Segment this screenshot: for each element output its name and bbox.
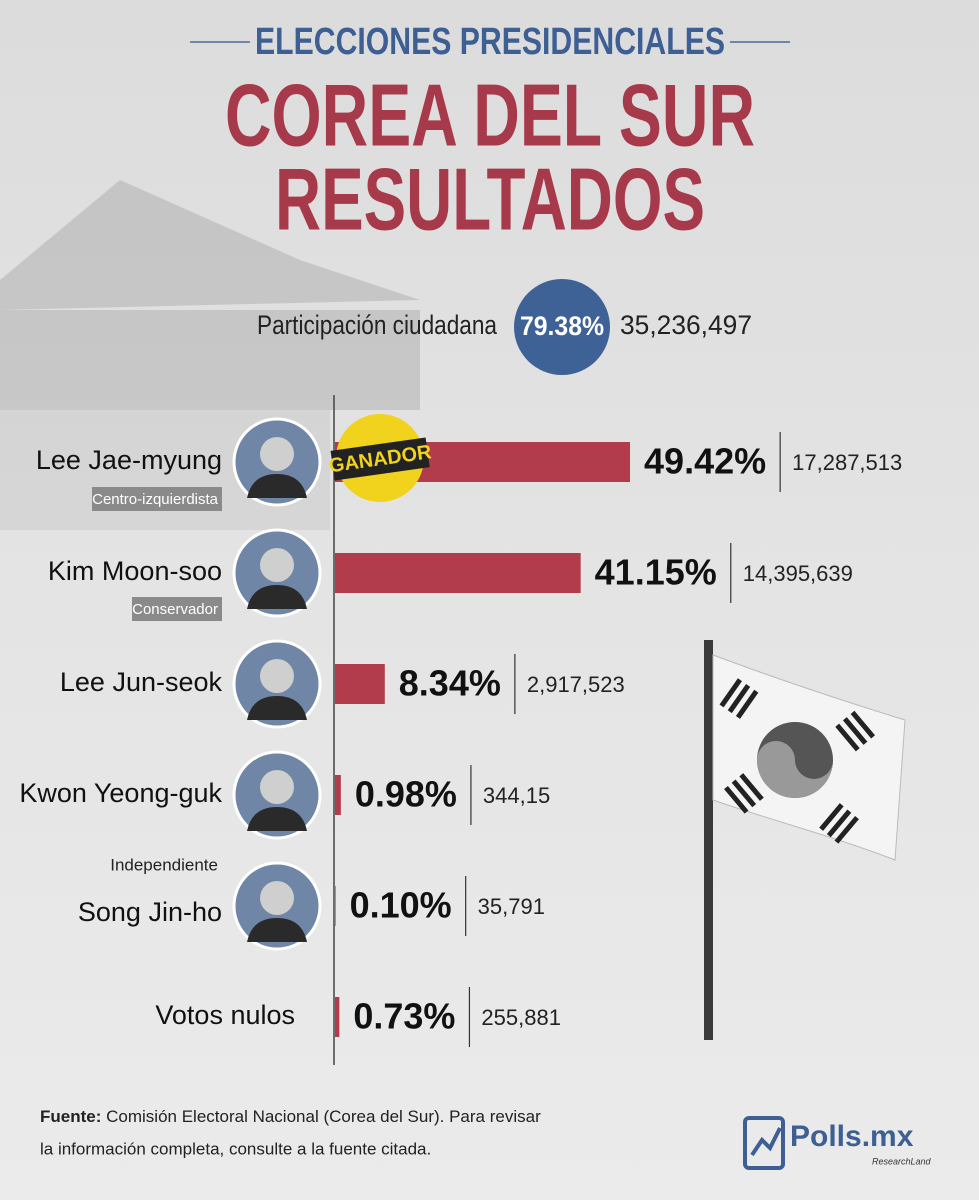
value-label: 49.42% <box>644 441 766 482</box>
value-label: 41.15% <box>595 552 717 593</box>
flag <box>704 640 906 1040</box>
candidate-suit <box>247 585 307 609</box>
title: RESULTADOS <box>275 149 705 248</box>
candidate-suit <box>247 807 307 831</box>
party-tag: Centro-izquierdista <box>92 491 219 508</box>
candidate-name: Votos nulos <box>155 1000 295 1030</box>
vote-count: 17,287,513 <box>792 450 902 475</box>
bar <box>335 997 340 1037</box>
brand: Polls.mx <box>790 1120 914 1153</box>
value-label: 8.34% <box>399 663 501 704</box>
bar <box>335 886 336 926</box>
candidate-name: Kwon Yeong-guk <box>19 778 222 808</box>
vote-count: 35,791 <box>478 894 545 919</box>
candidate-head <box>260 437 294 471</box>
candidate-suit <box>247 918 307 942</box>
tag-box <box>92 487 222 511</box>
candidate-name: Lee Jae-myung <box>36 445 222 475</box>
source-text: la información completa, consulte a la f… <box>40 1139 431 1158</box>
candidate-suit <box>247 474 307 498</box>
value-label: 0.98% <box>355 774 457 815</box>
source-text: Comisión Electoral Nacional (Corea del S… <box>106 1107 541 1126</box>
value-label: 0.73% <box>353 996 455 1037</box>
bar <box>335 664 385 704</box>
candidate-name: Lee Jun-seok <box>60 667 223 697</box>
vote-count: 14,395,639 <box>743 561 853 586</box>
turnout-votes: 35,236,497 <box>620 310 752 340</box>
turnout-label: Participación ciudadana <box>257 310 498 340</box>
party-tag: Conservador <box>132 601 218 618</box>
title: COREA DEL SUR <box>225 65 755 164</box>
tag-box <box>132 597 222 621</box>
bar <box>335 775 341 815</box>
winner-badge: GANADOR <box>327 414 433 502</box>
turnout-value: 79.38% <box>520 311 604 341</box>
bar <box>335 553 581 593</box>
brand-icon <box>750 1127 782 1157</box>
turnout-circle <box>514 279 610 375</box>
candidate-head <box>260 770 294 804</box>
vote-count: 255,881 <box>481 1005 561 1030</box>
brand-icon <box>743 1116 785 1170</box>
candidate-name: Song Jin-ho <box>78 897 222 927</box>
candidate-suit <box>247 696 307 720</box>
source-label: Fuente: <box>40 1107 101 1126</box>
candidate-head <box>260 881 294 915</box>
vote-count: 344,15 <box>483 783 550 808</box>
candidate-head <box>260 548 294 582</box>
candidate-name: Kim Moon-soo <box>48 556 222 586</box>
value-label: 0.10% <box>350 885 452 926</box>
vote-count: 2,917,523 <box>527 672 625 697</box>
party-tag: Independiente <box>110 855 218 874</box>
candidate-head <box>260 659 294 693</box>
brand-sub: ResearchLand <box>872 1156 932 1166</box>
source: Fuente: Comisión Electoral Nacional (Cor… <box>40 1107 541 1126</box>
kicker: ELECCIONES PRESIDENCIALES <box>255 21 725 63</box>
